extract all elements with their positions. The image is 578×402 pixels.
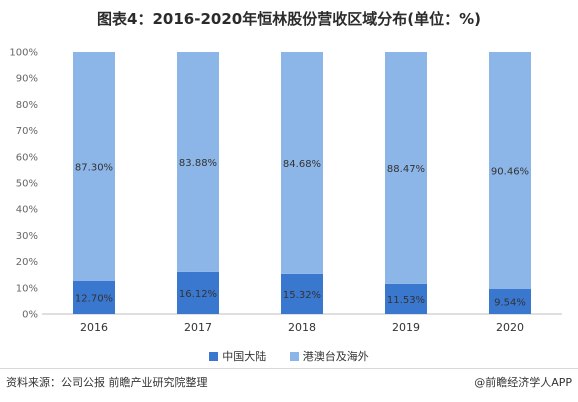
y-tick-label: 60% (16, 152, 38, 163)
data-label: 90.46% (491, 167, 529, 178)
bar-mainland (73, 280, 115, 314)
bar-mainland (489, 289, 531, 314)
data-label: 84.68% (283, 159, 321, 170)
data-label: 87.30% (75, 162, 113, 173)
data-label: 88.47% (387, 164, 425, 175)
legend-swatch-mainland (209, 352, 219, 361)
x-tick-label: 2020 (496, 321, 524, 334)
y-tick-label: 0% (22, 310, 38, 321)
legend-item-overseas: 港澳台及海外 (289, 348, 369, 364)
bar-overseas (177, 52, 219, 272)
bar-overseas (489, 52, 531, 290)
y-tick-label: 50% (16, 179, 38, 190)
y-tick-label: 80% (16, 100, 38, 111)
data-label: 15.32% (283, 290, 321, 301)
legend-item-mainland: 中国大陆 (209, 348, 266, 364)
legend-swatch-overseas (289, 352, 299, 361)
source-note: 资料来源：公司公报 前瞻产业研究院整理 (6, 376, 208, 389)
y-tick-label: 10% (16, 283, 38, 294)
chart-title: 图表4：2016-2020年恒林股份营收区域分布(单位：%) (97, 10, 481, 28)
data-label: 12.70% (75, 293, 113, 304)
y-tick-label: 90% (16, 74, 38, 85)
x-tick-label: 2018 (288, 321, 316, 334)
data-label: 9.54% (494, 298, 526, 309)
y-tick-label: 100% (9, 48, 38, 59)
bar-mainland (385, 283, 427, 314)
y-tick-label: 20% (16, 257, 38, 268)
footer-divider (0, 368, 578, 369)
x-tick-label: 2019 (392, 321, 420, 334)
legend-label-mainland: 中国大陆 (222, 350, 267, 363)
y-tick-label: 40% (16, 205, 38, 216)
bar-overseas (385, 52, 427, 284)
stacked-bar-chart: 0% 10% 20% 30% 40% 50% 60% 70% 80% 90% 100% 12.70% 8… (9, 48, 562, 334)
data-label: 11.53% (387, 295, 425, 306)
bar-overseas (281, 52, 323, 274)
bar-mainland (177, 271, 219, 314)
x-tick-label: 2016 (80, 321, 108, 334)
brand-credit: @前瞻经济学人APP (474, 376, 572, 389)
y-tick-label: 30% (16, 231, 38, 242)
data-label: 16.12% (179, 289, 217, 300)
bar-mainland (281, 273, 323, 314)
legend-label-overseas: 港澳台及海外 (302, 350, 369, 363)
data-label: 83.88% (179, 158, 217, 169)
x-tick-label: 2017 (184, 321, 212, 334)
bar-overseas (73, 52, 115, 281)
y-tick-label: 70% (16, 126, 38, 137)
legend: 中国大陆 港澳台及海外 (0, 348, 578, 364)
